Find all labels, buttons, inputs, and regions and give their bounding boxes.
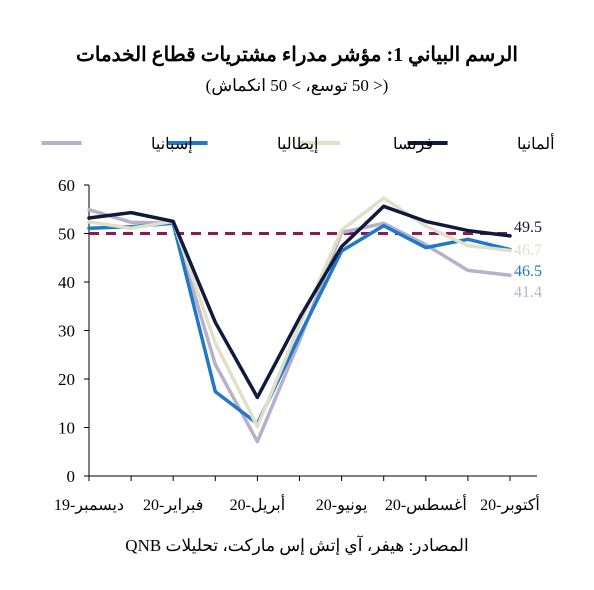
legend-label: إيطاليا <box>277 136 318 153</box>
y-tick-label: 0 <box>67 467 76 486</box>
x-tick-label: فبراير-20 <box>143 497 203 514</box>
legend: ألمانيا فرنسا إيطاليا إسبانيا <box>41 133 555 153</box>
x-tick-label: ديسمبر-19 <box>54 497 124 514</box>
x-axis: ديسمبر-19 فبراير-20 أبريل-20 يونيو-20 أغسطس-… <box>54 475 540 514</box>
y-tick-label: 30 <box>58 322 75 341</box>
y-tick-label: 50 <box>58 225 75 244</box>
end-value-label: 49.5 <box>514 219 542 236</box>
y-tick-label: 10 <box>58 419 75 438</box>
series-lines <box>87 196 512 444</box>
end-value-label: 46.7 <box>514 242 542 259</box>
y-axis: 0 10 20 30 40 50 60 <box>58 176 90 486</box>
series-line <box>87 196 512 429</box>
x-tick-label: يونيو-20 <box>316 497 368 514</box>
x-tick-label: أغسطس-20 <box>385 494 467 514</box>
end-value-label: 46.5 <box>514 263 542 280</box>
series-line <box>87 204 512 400</box>
y-tick-label: 60 <box>58 176 75 195</box>
y-tick-label: 40 <box>58 273 75 292</box>
end-labels: 49.5 46.7 46.5 41.4 <box>514 219 542 301</box>
x-tick-label: أبريل-20 <box>230 494 286 514</box>
chart-title: الرسم البياني 1: مؤشر مدراء مشتريات قطاع… <box>76 44 518 66</box>
legend-label: إسبانيا <box>151 136 193 153</box>
y-tick-label: 20 <box>58 370 75 389</box>
x-tick-label: أكتوبر-20 <box>480 494 540 514</box>
legend-label: ألمانيا <box>517 133 555 153</box>
legend-label: فرنسا <box>393 136 433 153</box>
chart-subtitle: (< 50 توسع، > 50 انكماش) <box>205 76 389 95</box>
source-note: المصادر: هيفر، آي إتش إس ماركت، تحليلات … <box>125 536 469 555</box>
end-value-label: 41.4 <box>514 284 542 301</box>
